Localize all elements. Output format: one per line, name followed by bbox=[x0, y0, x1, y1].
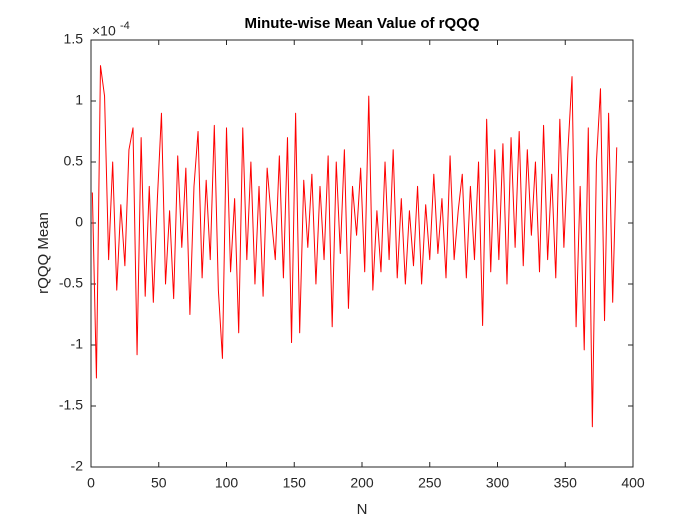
x-tick-label: 200 bbox=[350, 475, 374, 491]
chart-title: Minute-wise Mean Value of rQQQ bbox=[244, 15, 479, 32]
x-axis-label: N bbox=[357, 501, 368, 518]
x-tick-label: 150 bbox=[283, 475, 307, 491]
x-tick-label: 50 bbox=[151, 475, 167, 491]
y-tick-label: -0.5 bbox=[59, 275, 83, 291]
data-line bbox=[91, 65, 618, 428]
plot-frame bbox=[90, 39, 634, 468]
x-tick-label: 100 bbox=[215, 475, 239, 491]
x-tick-label: 250 bbox=[418, 475, 442, 491]
y-multiplier-base: ×10 bbox=[92, 23, 116, 39]
x-tick-label: 350 bbox=[554, 475, 578, 491]
x-tick-label: 300 bbox=[486, 475, 510, 491]
x-tick-label: 400 bbox=[621, 475, 645, 491]
y-tick-label: -2 bbox=[71, 458, 84, 474]
x-tick-label: 0 bbox=[87, 475, 95, 491]
y-tick-label: -1 bbox=[71, 336, 84, 352]
y-axis-label: rQQQ Mean bbox=[35, 212, 52, 294]
y-tick-label: 0.5 bbox=[64, 153, 84, 169]
y-tick-label: 1 bbox=[75, 92, 83, 108]
y-tick-label: 0 bbox=[75, 214, 83, 230]
y-tick-label: 1.5 bbox=[64, 31, 84, 47]
y-tick-label: -1.5 bbox=[59, 397, 83, 413]
y-multiplier-exponent: -4 bbox=[120, 20, 130, 32]
